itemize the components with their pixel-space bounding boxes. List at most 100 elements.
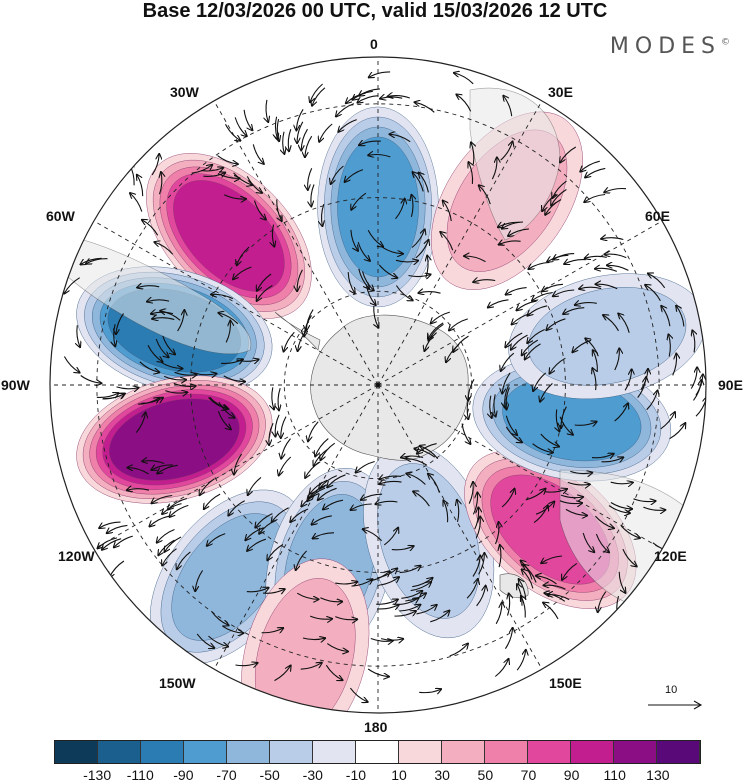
wind-vector [472, 556, 480, 577]
wind-vector [237, 246, 250, 265]
wind-vector [428, 474, 440, 493]
wind-vector [319, 475, 337, 489]
wind-vector [336, 103, 355, 117]
wind-vector [608, 505, 630, 513]
colorbar-tick-label: -110 [126, 767, 154, 783]
wind-vector [272, 224, 274, 247]
wind-vector [405, 593, 426, 602]
wind-vector [474, 508, 479, 530]
wind-vector [550, 357, 566, 373]
wind-vector [356, 460, 375, 473]
wind-vector [508, 594, 510, 616]
wind-vector [152, 318, 175, 320]
wind-vector [358, 268, 369, 289]
longitude-label: 30E [548, 84, 573, 100]
wind-vector [235, 663, 258, 666]
wind-vector [394, 611, 416, 617]
colorbar-swatch [442, 741, 485, 763]
colorbar-tick-label: 70 [520, 767, 537, 783]
colorbar-tick-label: -50 [259, 767, 280, 783]
wind-vector [399, 605, 420, 612]
colorbar-swatch [356, 741, 399, 763]
wind-vector [209, 396, 229, 409]
wind-vector [194, 373, 216, 375]
wind-vector [395, 285, 412, 301]
wind-vector [274, 666, 291, 682]
wind-vector [505, 332, 523, 347]
wind-vector [401, 456, 424, 458]
wind-vector [457, 500, 459, 523]
wind-vector [137, 286, 160, 288]
wind-vector [157, 464, 178, 473]
wind-vector [580, 160, 600, 171]
wind-vector [417, 443, 437, 454]
colorbar-tick-label: 10 [391, 767, 407, 783]
wind-vector [353, 90, 373, 99]
wind-vector [395, 199, 405, 220]
wind-vector [532, 443, 553, 453]
wind-vector [269, 423, 274, 445]
wind-vector [255, 513, 273, 528]
wind-vector [320, 597, 342, 602]
wind-vector [522, 569, 534, 589]
meridian-line [377, 100, 543, 386]
wind-vector [223, 375, 245, 382]
wind-vector [204, 493, 221, 509]
wind-vector [669, 335, 671, 357]
wind-vector [488, 299, 509, 308]
wind-vector [544, 585, 566, 590]
colorbar-swatch [485, 741, 528, 763]
wind-vector [160, 172, 162, 195]
logo-text: MODES [609, 34, 721, 59]
wind-vector [217, 411, 231, 429]
wind-vector [585, 167, 606, 177]
wind-vector [620, 525, 639, 538]
wind-vector [283, 131, 285, 154]
wind-vector [102, 394, 124, 400]
wind-vector [296, 550, 307, 570]
wind-vector [349, 687, 367, 702]
colorbar-swatch [399, 741, 442, 763]
wind-vector [225, 321, 230, 343]
wind-vector [380, 481, 402, 484]
wind-vector [228, 500, 245, 516]
wind-vector [137, 175, 144, 197]
wind-vector [64, 277, 80, 294]
colorbar-swatch [270, 741, 313, 763]
wind-vector [279, 456, 292, 475]
wind-vector [624, 369, 632, 391]
wind-vector [281, 416, 287, 438]
wind-vector [444, 501, 448, 523]
wind-vector [411, 230, 425, 248]
wind-vector [461, 423, 470, 444]
wind-vector [163, 375, 186, 380]
colorbar-tick-label: -10 [345, 767, 367, 783]
wind-vector [522, 339, 539, 355]
wind-vector [552, 180, 567, 198]
wind-vector [676, 306, 685, 327]
wind-vector [622, 548, 637, 566]
longitude-label: 150E [549, 675, 582, 691]
wind-vector [297, 269, 303, 291]
wind-vector [277, 199, 282, 221]
wind-vector [476, 586, 486, 607]
wind-vector [415, 240, 429, 259]
wind-vector [165, 536, 182, 552]
meridian-line [93, 384, 379, 550]
map-title: Base 12/03/2026 00 UTC, valid 15/03/2026… [142, 0, 608, 22]
wind-vector [365, 284, 375, 305]
wind-vector [503, 96, 513, 117]
wind-vector [391, 546, 414, 550]
wind-vector [165, 391, 187, 393]
wind-vector [312, 515, 332, 525]
wind-vector [419, 173, 429, 193]
wind-vector [692, 331, 694, 353]
wind-vector [429, 323, 444, 340]
wind-vector [361, 493, 383, 500]
wind-vector [594, 515, 613, 528]
wind-vector [80, 375, 102, 384]
wind-vector [127, 489, 150, 491]
wind-vector [544, 593, 566, 602]
wind-vector [116, 387, 139, 389]
